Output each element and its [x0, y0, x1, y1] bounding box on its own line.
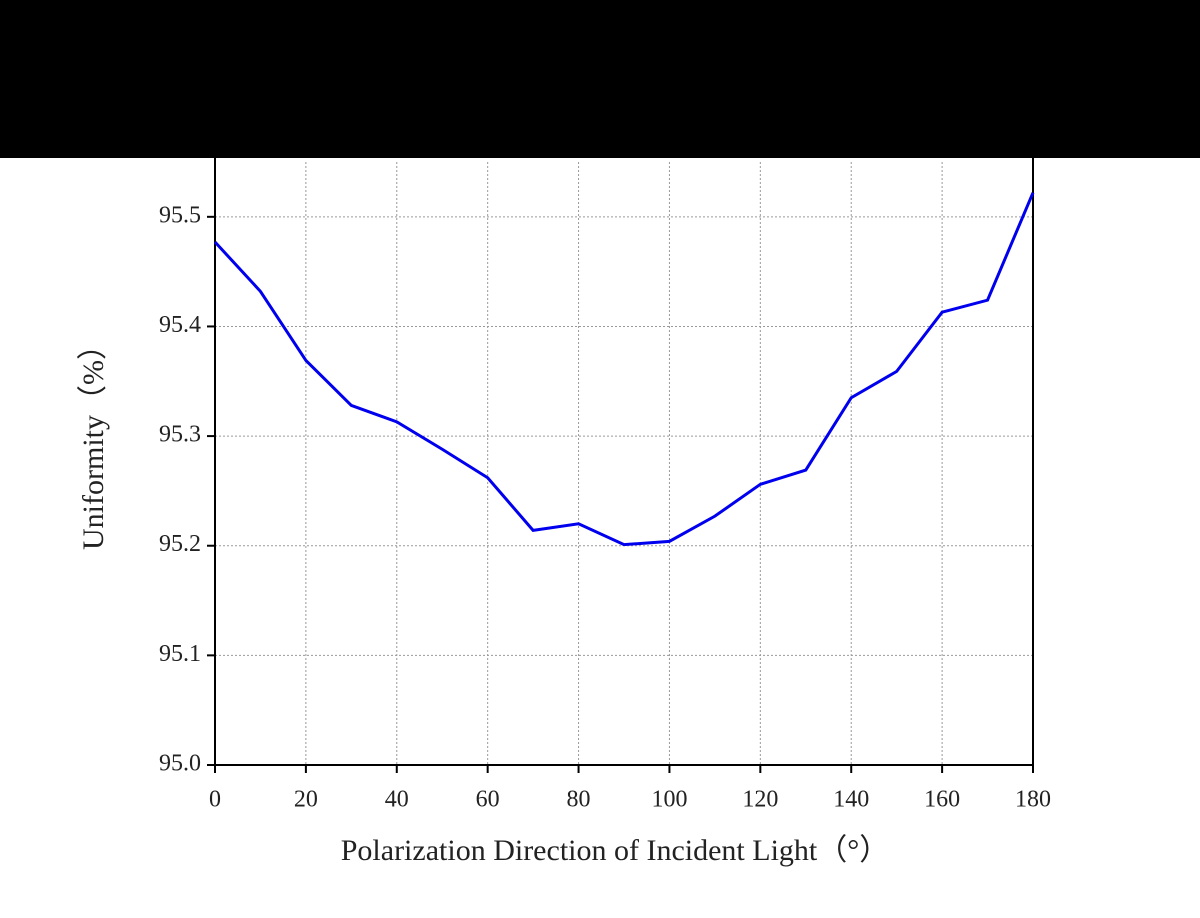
x-tick-label: 60	[476, 787, 500, 813]
x-tick-label: 40	[385, 787, 409, 813]
y-axis-label: Uniformity（%）	[77, 330, 110, 550]
top-band	[0, 0, 1200, 158]
y-tick-label: 95.0	[159, 751, 201, 777]
data-line	[213, 192, 1035, 547]
x-tick-label: 140	[833, 787, 869, 813]
x-tick-label: 100	[651, 787, 687, 813]
y-tick-label: 95.1	[159, 641, 201, 667]
x-tick-label: 20	[294, 787, 318, 813]
x-tick-label: 180	[1015, 787, 1051, 813]
y-tick-label: 95.3	[159, 422, 201, 448]
y-tick-label: 95.4	[159, 312, 201, 338]
x-tick-label: 120	[742, 787, 778, 813]
x-tick-label: 0	[209, 787, 221, 813]
x-tick-label: 160	[924, 787, 960, 813]
x-axis-label: Polarization Direction of Incident Light…	[341, 834, 890, 867]
y-tick-label: 95.5	[159, 202, 201, 228]
y-tick-label: 95.2	[159, 531, 201, 557]
x-tick-label: 80	[567, 787, 591, 813]
